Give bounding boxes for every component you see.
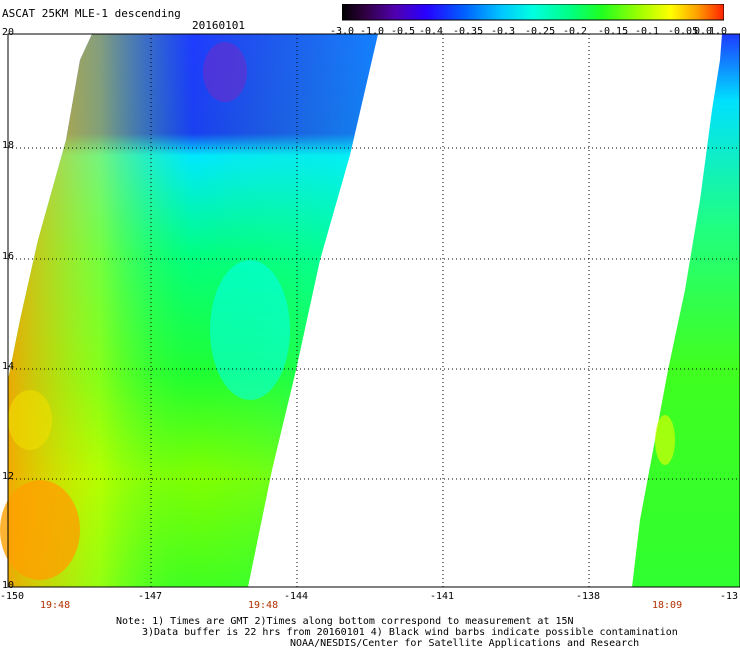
lon-label-150: -150	[0, 591, 25, 602]
colorbar-tick-label: -1.0	[360, 26, 385, 37]
lat-label-18: 18	[2, 140, 15, 151]
map-frame	[7, 33, 740, 588]
swath-east	[632, 34, 740, 587]
colorbar-tick-label: 0.0	[694, 26, 713, 37]
lat-label-16: 16	[2, 251, 15, 262]
colorbar-tick-label: -0.2	[563, 26, 588, 37]
colorbar-tick-label: -3.0	[330, 26, 355, 37]
colorbar-tick-label: -0.05	[668, 26, 699, 37]
date-title: 20160101	[192, 19, 245, 32]
colorbar-tick-label: -0.35	[453, 26, 484, 37]
lon-label-147: -147	[138, 591, 163, 602]
pass-time-west-1: 19:48	[40, 600, 71, 611]
lon-label-141: -141	[430, 591, 455, 602]
colorbar-tick-label: -0.25	[525, 26, 556, 37]
lon-label-144: -144	[284, 591, 309, 602]
lat-label-20: 20	[2, 27, 15, 38]
colorbar-tick-label: -0.5	[391, 26, 416, 37]
colorbar-tick-label: -0.1	[635, 26, 660, 37]
note-line-3: NOAA/NESDIS/Center for Satellite Applica…	[290, 638, 640, 649]
lat-label-10: 10	[2, 580, 15, 591]
map-grid	[8, 34, 740, 587]
note-line-2: 3)Data buffer is 22 hrs from 20160101 4)…	[142, 627, 678, 638]
pass-time-west-2: 19:48	[248, 600, 279, 611]
colorbar-tick-label: -0.3	[491, 26, 516, 37]
lat-label-14: 14	[2, 361, 15, 372]
colorbar-tick-label: -0.4	[419, 26, 444, 37]
product-title: ASCAT 25KM MLE-1 descending	[2, 7, 181, 20]
note-line-1: Note: 1) Times are GMT 2)Times along bot…	[116, 616, 574, 627]
lon-label-138: -138	[576, 591, 601, 602]
pass-time-east: 18:09	[652, 600, 683, 611]
colorbar-tick-label: -0.15	[598, 26, 629, 37]
colorbar-tick-label: 1.0	[709, 26, 728, 37]
swath-west	[0, 34, 378, 587]
lon-label-135: -13	[720, 591, 739, 602]
lat-label-12: 12	[2, 471, 15, 482]
colorbar	[342, 4, 724, 21]
